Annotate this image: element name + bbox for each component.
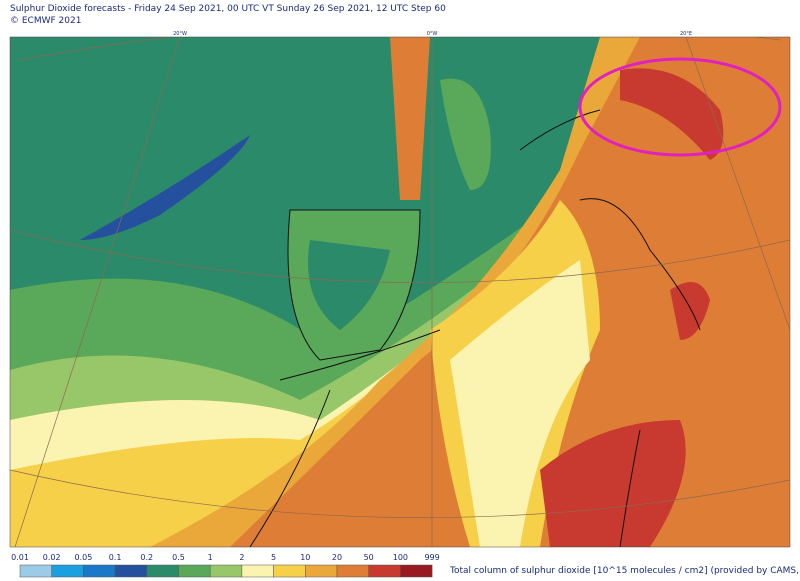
legend-swatch (336, 564, 369, 578)
legend-swatch (51, 564, 84, 578)
legend-label: 5 (271, 553, 276, 562)
legend-swatch (146, 564, 179, 578)
legend-label: 999 (424, 553, 439, 562)
legend-label: 2 (239, 553, 244, 562)
legend-label: 20 (332, 553, 342, 562)
legend-label: 1 (208, 553, 213, 562)
legend-label: 0.05 (74, 553, 92, 562)
copyright: © ECMWF 2021 (10, 16, 82, 26)
legend-caption: Total column of sulphur dioxide [10^15 m… (450, 566, 800, 576)
legend-label: 0.01 (11, 553, 29, 562)
legend-label: 0.5 (172, 553, 185, 562)
legend-swatch (83, 564, 116, 578)
meridian-label: 0°W (427, 31, 438, 37)
legend-swatch (209, 564, 243, 578)
legend-swatch (178, 564, 211, 578)
legend-swatch (273, 564, 306, 578)
legend-swatch (241, 564, 274, 578)
legend-swatch (305, 564, 338, 578)
legend-swatch (400, 564, 433, 578)
legend-swatch (19, 564, 52, 578)
legend-label: 0.2 (140, 553, 153, 562)
legend-label: 10 (300, 553, 310, 562)
legend-swatch (368, 564, 401, 578)
meridian-label: 20°W (173, 31, 187, 37)
legend-label: 0.02 (43, 553, 61, 562)
legend-swatch (114, 564, 148, 578)
legend-label: 50 (364, 553, 374, 562)
legend-label: 0.1 (109, 553, 122, 562)
legend-label: 100 (393, 553, 408, 562)
title: Sulphur Dioxide forecasts - Friday 24 Se… (10, 4, 446, 14)
meridian-label: 20°E (680, 31, 692, 37)
